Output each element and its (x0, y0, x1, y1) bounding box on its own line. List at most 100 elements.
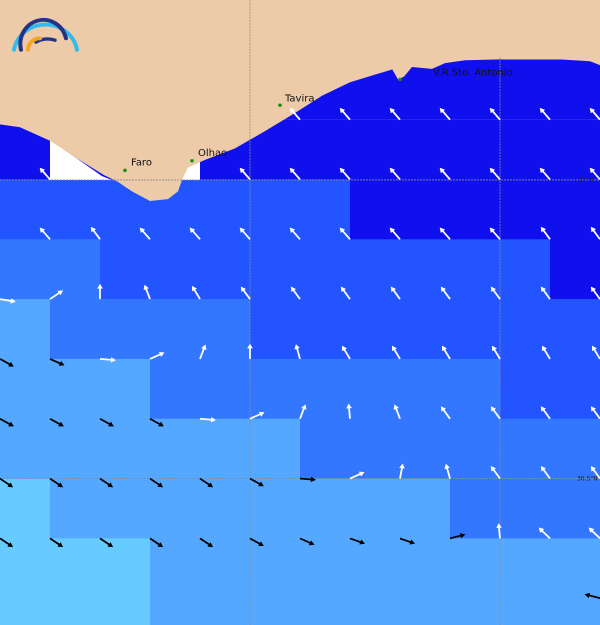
current-arrow (99, 357, 116, 363)
current-arrow (97, 283, 103, 300)
current-arrow (399, 463, 405, 479)
current-arrow (490, 406, 501, 420)
field-cell (350, 478, 401, 539)
field-cell (100, 478, 151, 539)
current-arrow (0, 537, 14, 548)
field-cell (150, 538, 201, 599)
current-arrow (143, 284, 151, 300)
current-arrow (492, 345, 501, 360)
current-arrow (389, 227, 401, 240)
current-arrow (290, 286, 301, 300)
current-arrow (584, 592, 600, 600)
field-cell (0, 478, 51, 539)
field-cell (500, 598, 551, 625)
current-arrow (340, 286, 351, 300)
field-cell (0, 358, 51, 420)
current-arrow (289, 167, 301, 181)
current-arrow (247, 343, 253, 359)
field-cell (50, 478, 101, 539)
no-data-area (50, 139, 112, 180)
current-arrow (249, 477, 264, 487)
field-cell (550, 299, 600, 360)
lat-label-36-5: 36.5°N (577, 477, 598, 483)
field-cell (150, 358, 201, 420)
current-arrow (346, 403, 352, 419)
town-label: V.R Sto. Antonio (433, 68, 513, 79)
field-cell (250, 299, 301, 360)
current-arrow (342, 345, 351, 360)
current-arrow (440, 286, 451, 300)
current-arrow (439, 227, 451, 240)
current-arrow (240, 286, 251, 300)
field-cell (350, 358, 401, 420)
field-cell (200, 418, 251, 480)
town-faro: Faro (123, 158, 152, 173)
current-arrow (249, 537, 264, 547)
current-arrow (192, 285, 201, 300)
current-vectors (0, 107, 600, 600)
current-arrow (49, 358, 65, 366)
field-cell (100, 239, 151, 300)
logo-arc-orange (26, 36, 42, 52)
field-cell (150, 299, 201, 360)
town-dot (123, 168, 127, 173)
current-arrow (0, 298, 16, 304)
field-cell (250, 478, 301, 539)
field-cell (400, 598, 451, 625)
current-arrow (149, 477, 164, 488)
field-cell (550, 598, 600, 625)
current-arrow (540, 286, 551, 300)
field-cell (0, 418, 51, 480)
field-cell (300, 358, 351, 420)
field-cell (300, 538, 351, 599)
current-arrow (149, 537, 164, 548)
current-arrow (299, 404, 307, 420)
land-mass (0, 0, 600, 201)
field-cell (50, 538, 101, 599)
current-arrow (289, 107, 301, 121)
logo-arc-inner (34, 37, 57, 44)
current-arrow (449, 533, 466, 540)
field-cell (50, 358, 101, 420)
field-cell (300, 598, 351, 625)
current-arrow (199, 344, 207, 360)
current-arrow (239, 167, 251, 181)
current-arrow (399, 537, 416, 545)
field-cell (300, 418, 351, 480)
current-arrow (349, 471, 365, 480)
town-vr-sto-antonio: V.R Sto. Antonio (398, 68, 513, 82)
field-cell (500, 538, 551, 599)
current-arrow (442, 345, 451, 360)
current-arrow (339, 167, 351, 181)
current-arrow (540, 226, 551, 240)
field-cell (250, 358, 301, 420)
logo-arc-outer (12, 22, 79, 52)
town-dot (398, 77, 402, 82)
current-arrow (149, 352, 165, 360)
current-arrow (392, 345, 401, 360)
town-tavira: Tavira (278, 94, 314, 108)
current-arrow (199, 477, 214, 488)
current-arrow (589, 107, 600, 121)
current-arrow (239, 227, 251, 240)
current-arrow (539, 107, 551, 121)
field-cell (100, 299, 151, 360)
current-arrow (590, 286, 600, 300)
current-arrow (339, 227, 351, 240)
current-arrow (289, 227, 301, 240)
current-arrow (99, 537, 114, 548)
current-arrow (0, 477, 14, 488)
current-arrow (39, 167, 51, 181)
town-dot (278, 103, 282, 108)
current-arrow (589, 167, 600, 181)
current-arrow (489, 167, 501, 181)
current-arrow (149, 417, 164, 427)
current-arrow (590, 406, 600, 420)
field-cell (250, 538, 301, 599)
field-cell (150, 478, 201, 539)
field-cell (400, 478, 451, 539)
current-arrow (590, 226, 600, 240)
field-cell (200, 538, 251, 599)
